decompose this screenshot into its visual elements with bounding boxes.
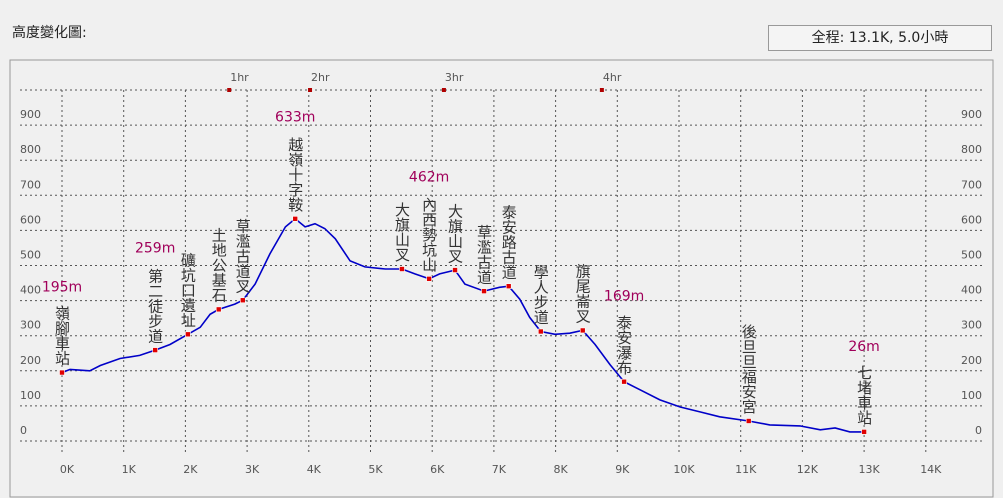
y-tick-label-right: 200 [961,354,982,367]
y-tick-label: 900 [20,108,41,121]
x-tick-label: 5K [368,463,383,476]
waypoint-marker [185,331,191,338]
waypoint-marker [152,347,158,353]
y-tick-label: 0 [20,424,27,437]
x-tick-label: 12K [797,463,819,476]
x-tick-label: 6K [430,463,445,476]
x-tick-label: 2K [183,463,198,476]
time-marker [441,88,446,92]
waypoint-marker [452,267,458,273]
waypoint-name: 草濫古道 [475,224,493,284]
y-tick-label-right: 400 [961,284,982,297]
y-tick-label: 200 [20,354,41,367]
x-tick-label: 1K [122,463,137,476]
waypoint-marker [861,429,867,435]
waypoint-marker [215,306,222,313]
y-tick-label: 100 [20,389,41,402]
y-tick-label-right: 0 [975,424,982,437]
waypoint-marker [537,328,544,335]
waypoint-name: 泰安路古道 [500,204,518,279]
elevation-label: 462m [409,169,449,185]
waypoint-marker [505,283,512,290]
x-tick-label: 10K [673,463,695,476]
elevation-label: 169m [604,289,644,305]
waypoint-marker [745,418,752,424]
waypoint-marker [399,266,405,272]
waypoint-name: 後旦旦福安宮 [740,324,758,414]
waypoint-name: 大旗山叉 [446,203,464,263]
plot-frame [9,59,994,498]
y-tick-label-right: 100 [961,389,982,402]
x-tick-label: 7K [492,463,507,476]
x-tick-label: 13K [858,463,880,476]
y-tick-label-right: 300 [961,319,982,332]
x-tick-label: 0K [60,463,75,476]
waypoint-name: 土地公基石 [210,227,228,302]
x-tick-label: 8K [553,463,568,476]
time-marker [308,88,313,92]
elevation-label: 259m [135,241,175,257]
waypoint-name: 嶺腳車站 [53,306,71,366]
x-tick-label: 3K [245,463,260,476]
waypoint-marker [621,378,627,385]
elevation-label: 633m [275,109,315,125]
waypoint-marker [239,297,246,304]
waypoint-marker [426,276,432,282]
time-marker [599,88,604,92]
elevation-label: 26m [848,339,879,355]
y-tick-label-right: 500 [961,249,982,262]
waypoint-marker [481,288,487,294]
waypoint-marker [292,216,299,222]
x-tick-label: 11K [735,463,757,476]
y-tick-label-right: 700 [961,178,982,191]
y-tick-label: 500 [20,249,41,262]
waypoint-name: 學人步道 [532,264,550,325]
x-tick-label: 14K [920,463,942,476]
y-tick-label-right: 600 [961,213,982,226]
waypoint-name: 大旗山叉 [393,202,411,262]
y-tick-label: 700 [20,178,41,191]
y-tick-label: 600 [20,213,41,226]
summary-box: 全程: 13.1K, 5.0小時 [768,25,992,51]
time-marker [227,88,232,92]
waypoint-name: 草濫古道叉 [234,218,252,293]
waypoint-name: 七堵車站 [855,365,873,425]
waypoint-name: 內西勢坑山 [420,197,438,272]
x-tick-label: 9K [615,463,630,476]
y-tick-label-right: 900 [961,108,982,121]
waypoint-name: 第二徒步道 [146,267,164,343]
time-label: 4hr [603,71,622,84]
time-label: 2hr [311,71,330,84]
time-label: 3hr [445,71,464,84]
waypoint-name: 泰安瀑布 [615,315,633,375]
waypoint-marker [59,369,65,376]
waypoint-name: 旗尾崙叉 [574,263,592,323]
time-label: 1hr [230,71,249,84]
x-tick-label: 4K [307,463,322,476]
y-tick-label: 300 [20,319,41,332]
y-tick-label: 800 [20,143,41,156]
elevation-label: 195m [42,280,82,296]
waypoint-name: 礦坑口遺址 [179,252,197,327]
waypoint-marker [579,327,586,334]
waypoint-name: 越嶺十字鞍 [286,137,304,212]
y-tick-label-right: 800 [961,143,982,156]
y-tick-label: 400 [20,284,41,297]
header-title: 高度變化圖: [12,25,87,41]
